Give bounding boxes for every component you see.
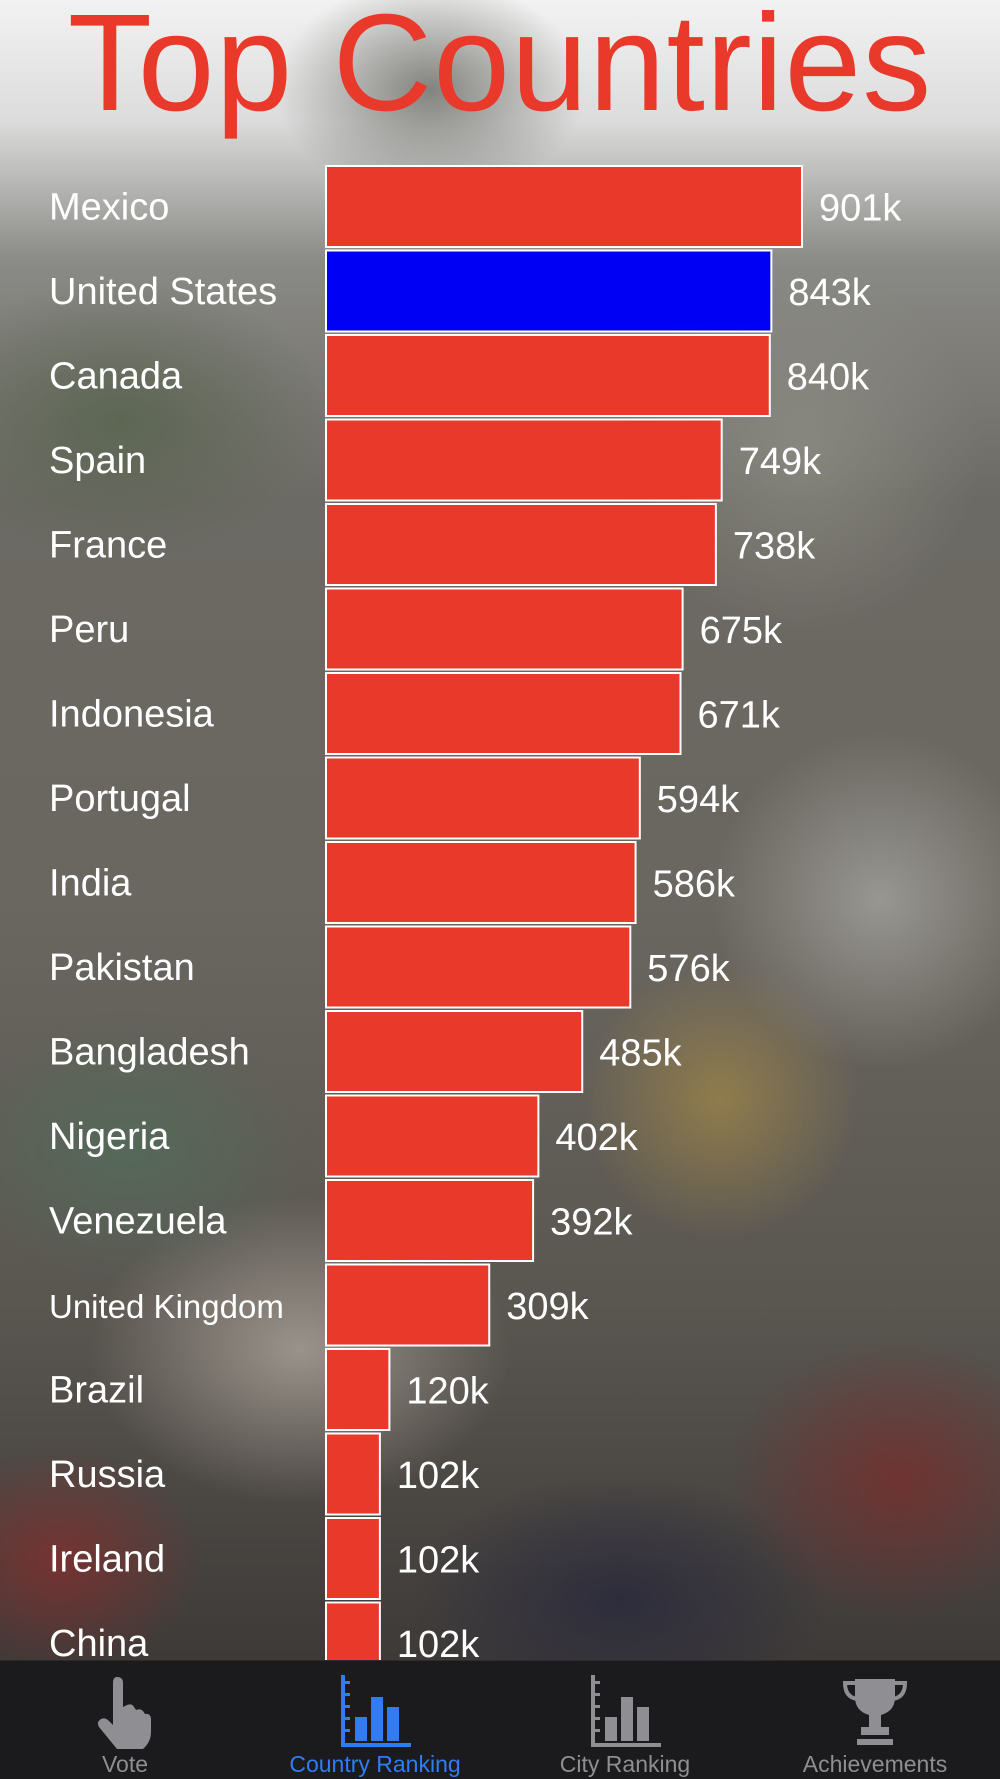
bar-venezuela bbox=[325, 1179, 535, 1262]
category-label: United States bbox=[49, 271, 277, 313]
category-label: Portugal bbox=[49, 778, 191, 820]
value-label: 675k bbox=[700, 610, 783, 652]
bar-chart: Mexico 901k United States 843k Canada 840k Spa… bbox=[49, 165, 902, 1660]
tab-bar: Vote Country Ranking bbox=[0, 1660, 1000, 1779]
category-label: Brazil bbox=[49, 1370, 144, 1412]
bar-india bbox=[325, 841, 637, 924]
value-label: 738k bbox=[733, 526, 816, 568]
tab-city-ranking-label: City Ranking bbox=[559, 1751, 691, 1777]
value-label: 576k bbox=[647, 948, 730, 990]
category-label: India bbox=[49, 863, 132, 905]
bar-canada bbox=[325, 334, 771, 417]
category-label: Indonesia bbox=[49, 694, 215, 736]
bar-united-states bbox=[325, 249, 773, 333]
tab-achievements[interactable]: Achievements bbox=[750, 1661, 1000, 1779]
category-label: Nigeria bbox=[49, 1116, 170, 1158]
chart-title: Top Countries bbox=[67, 0, 933, 140]
tab-achievements-label: Achievements bbox=[802, 1751, 948, 1777]
bar-france bbox=[325, 503, 717, 586]
bar-bangladesh bbox=[325, 1010, 584, 1093]
category-label: Bangladesh bbox=[49, 1032, 250, 1074]
bar-brazil bbox=[325, 1348, 391, 1431]
value-label: 309k bbox=[506, 1286, 589, 1328]
category-label: Canada bbox=[49, 356, 183, 398]
category-label: Russia bbox=[49, 1454, 166, 1496]
value-label: 102k bbox=[397, 1540, 480, 1582]
trophy-icon bbox=[842, 1679, 908, 1745]
category-label: Pakistan bbox=[49, 947, 195, 989]
value-label: 594k bbox=[657, 779, 740, 821]
bar-russia bbox=[325, 1432, 381, 1516]
bar-pakistan bbox=[325, 925, 632, 1009]
value-label: 402k bbox=[555, 1117, 638, 1159]
bar-china bbox=[325, 1601, 381, 1660]
category-label: Ireland bbox=[49, 1539, 165, 1581]
value-label: 102k bbox=[397, 1455, 480, 1497]
value-label: 485k bbox=[599, 1033, 682, 1075]
value-label: 901k bbox=[819, 188, 902, 230]
tab-vote[interactable]: Vote bbox=[0, 1661, 250, 1779]
bar-peru bbox=[325, 587, 684, 671]
bar-chart-icon bbox=[341, 1675, 411, 1747]
bar-ireland bbox=[325, 1517, 381, 1600]
tab-country-ranking-label: Country Ranking bbox=[289, 1751, 461, 1777]
value-label: 840k bbox=[787, 357, 870, 399]
value-label: 843k bbox=[788, 272, 871, 314]
bar-portugal bbox=[325, 756, 641, 840]
bar-indonesia bbox=[325, 672, 682, 755]
category-label: China bbox=[49, 1623, 149, 1660]
value-label: 586k bbox=[653, 864, 736, 906]
pointing-hand-icon bbox=[97, 1677, 151, 1749]
category-label: Venezuela bbox=[49, 1201, 227, 1243]
category-label: Mexico bbox=[49, 187, 169, 229]
tab-vote-label: Vote bbox=[101, 1751, 149, 1777]
bar-nigeria bbox=[325, 1094, 540, 1178]
tab-country-ranking[interactable]: Country Ranking bbox=[250, 1661, 500, 1779]
tab-city-ranking[interactable]: City Ranking bbox=[500, 1661, 750, 1779]
value-label: 120k bbox=[406, 1371, 489, 1413]
bar-mexico bbox=[325, 165, 803, 248]
category-label: France bbox=[49, 525, 167, 567]
bar-spain bbox=[325, 418, 723, 502]
value-label: 671k bbox=[697, 695, 780, 737]
bar-united-kingdom bbox=[325, 1263, 491, 1347]
category-label: Spain bbox=[49, 440, 146, 482]
value-label: 749k bbox=[739, 441, 822, 483]
category-label: United Kingdom bbox=[49, 1288, 284, 1325]
value-label: 102k bbox=[397, 1624, 480, 1660]
category-label: Peru bbox=[49, 609, 129, 651]
value-label: 392k bbox=[550, 1202, 633, 1244]
bar-chart-icon bbox=[591, 1675, 661, 1747]
